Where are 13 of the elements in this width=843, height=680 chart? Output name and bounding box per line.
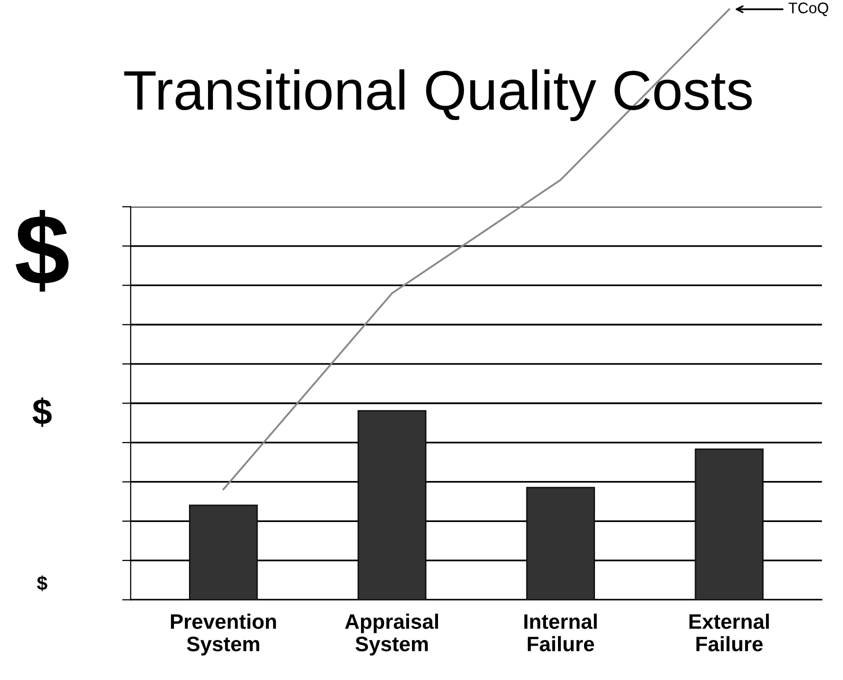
text: Transitional Quality Costs bbox=[124, 69, 752, 122]
bar bbox=[694, 448, 764, 600]
legend-label: TCoQ bbox=[788, 2, 828, 16]
text: $ bbox=[37, 575, 48, 592]
text: $ bbox=[16, 210, 69, 292]
x-tick-label: External Failure bbox=[689, 614, 769, 652]
bar bbox=[526, 486, 596, 600]
x-tick-label: Appraisal System bbox=[345, 614, 438, 656]
text: $ bbox=[32, 397, 52, 427]
bar bbox=[188, 504, 258, 600]
x-tick-label: Internal Failure bbox=[524, 614, 597, 652]
x-tick-label: Prevention System bbox=[170, 614, 276, 656]
bar bbox=[358, 410, 426, 600]
